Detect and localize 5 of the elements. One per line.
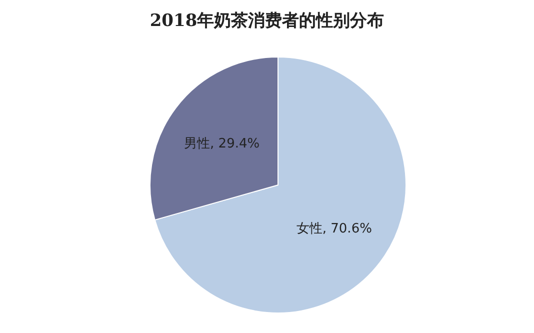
data-label: , 29.4% [210,136,260,152]
slice-label: 女性 [296,221,322,236]
chart-title: 2018年奶茶消费者的性别分布 [150,11,384,31]
slice-label: 男性 [184,136,210,152]
data-label: , 70.6% [322,221,372,236]
